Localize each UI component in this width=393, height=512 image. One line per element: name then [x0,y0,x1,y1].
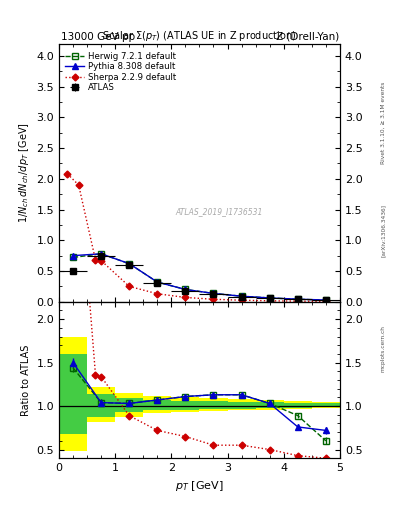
Text: Rivet 3.1.10, ≥ 3.1M events: Rivet 3.1.10, ≥ 3.1M events [381,82,386,164]
Pythia 8.308 default [99,251,103,257]
Pythia 8.308 default [155,279,160,285]
Legend: Herwig 7.2.1 default, Pythia 8.308 default, Sherpa 2.2.9 default, ATLAS: Herwig 7.2.1 default, Pythia 8.308 defau… [62,49,179,95]
Herwig 7.2.1 default [183,286,188,292]
Sherpa 2.2.9 default [65,171,70,177]
Sherpa 2.2.9 default [323,298,328,305]
Text: [arXiv:1306.3436]: [arXiv:1306.3436] [381,204,386,257]
Herwig 7.2.1 default [296,296,300,303]
Pythia 8.308 default [183,286,188,292]
Sherpa 2.2.9 default [93,257,98,263]
Line: Pythia 8.308 default: Pythia 8.308 default [70,251,329,303]
Sherpa 2.2.9 default [296,298,300,304]
Sherpa 2.2.9 default [183,294,188,301]
Pythia 8.308 default [296,296,300,302]
Y-axis label: $1/N_{ch}\,dN_{ch}/dp_T$ [GeV]: $1/N_{ch}\,dN_{ch}/dp_T$ [GeV] [17,122,31,223]
Text: mcplots.cern.ch: mcplots.cern.ch [381,325,386,372]
Line: Herwig 7.2.1 default: Herwig 7.2.1 default [70,251,329,303]
Sherpa 2.2.9 default [267,298,272,304]
X-axis label: $p_T$ [GeV]: $p_T$ [GeV] [175,479,224,493]
Pythia 8.308 default [71,252,75,259]
Pythia 8.308 default [239,293,244,300]
Herwig 7.2.1 default [211,290,216,296]
Text: ATLAS_2019_I1736531: ATLAS_2019_I1736531 [175,207,263,216]
Text: Z (Drell-Yan): Z (Drell-Yan) [276,32,339,42]
Herwig 7.2.1 default [71,254,75,261]
Herwig 7.2.1 default [267,295,272,301]
Herwig 7.2.1 default [127,261,132,267]
Text: 13000 GeV pp: 13000 GeV pp [61,32,135,42]
Line: Sherpa 2.2.9 default: Sherpa 2.2.9 default [65,172,328,304]
Pythia 8.308 default [211,290,216,296]
Pythia 8.308 default [323,297,328,303]
Sherpa 2.2.9 default [99,258,103,264]
Sherpa 2.2.9 default [127,283,132,289]
Y-axis label: Ratio to ATLAS: Ratio to ATLAS [21,344,31,416]
Pythia 8.308 default [267,295,272,301]
Herwig 7.2.1 default [239,293,244,300]
Sherpa 2.2.9 default [211,296,216,303]
Herwig 7.2.1 default [323,297,328,303]
Sherpa 2.2.9 default [239,297,244,303]
Herwig 7.2.1 default [155,279,160,285]
Sherpa 2.2.9 default [155,291,160,297]
Title: Scalar $\Sigma(p_T)$ (ATLAS UE in Z production): Scalar $\Sigma(p_T)$ (ATLAS UE in Z prod… [102,29,297,44]
Pythia 8.308 default [127,261,132,267]
Sherpa 2.2.9 default [76,182,81,188]
Herwig 7.2.1 default [99,251,103,257]
